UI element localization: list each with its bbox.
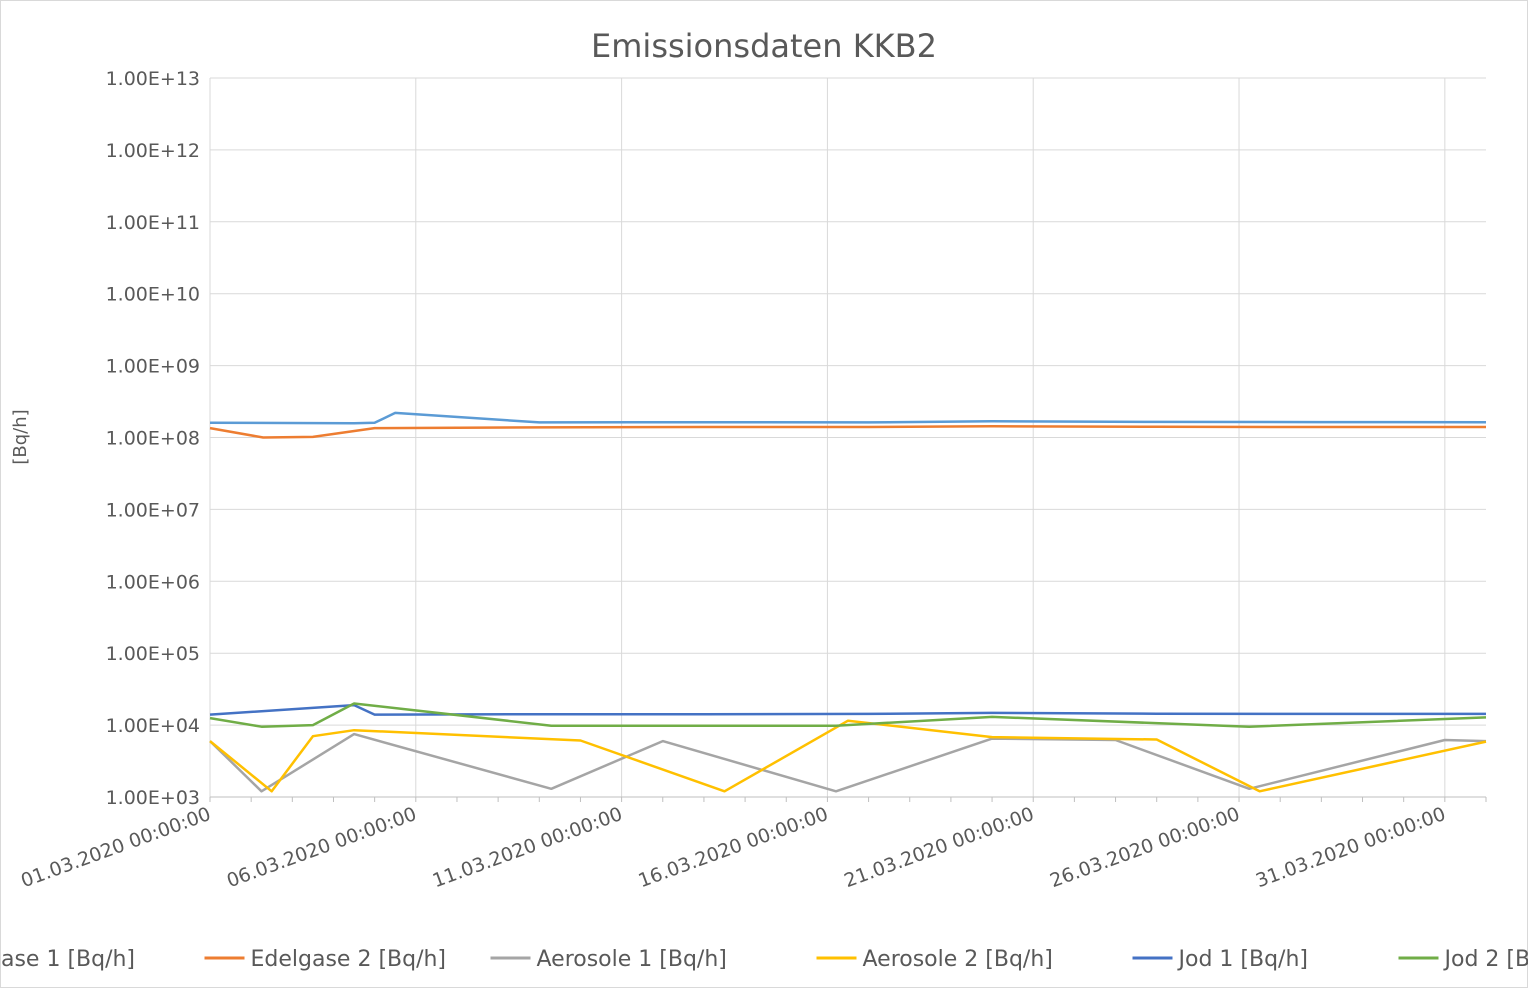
y-tick-label: 1.00E+06 bbox=[106, 571, 200, 593]
y-tick-label: 1.00E+09 bbox=[106, 356, 200, 378]
y-tick-label: 1.00E+08 bbox=[106, 428, 200, 450]
series-line-2 bbox=[209, 425, 1486, 439]
x-tick-label: 11.03.2020 00:00:00 bbox=[430, 803, 626, 892]
x-tick-label: 26.03.2020 00:00:00 bbox=[1047, 803, 1243, 892]
legend-label: Edelgase 2 [Bq/h] bbox=[251, 947, 447, 972]
series-line-6 bbox=[209, 702, 1487, 728]
y-tick-label: 1.00E+10 bbox=[106, 284, 200, 306]
legend-label: Jod 1 [Bq/h] bbox=[1177, 947, 1308, 972]
data-series bbox=[209, 411, 1487, 793]
axes bbox=[209, 78, 1487, 802]
y-tick-label: 1.00E+05 bbox=[106, 643, 200, 665]
series-line-1 bbox=[209, 411, 1487, 425]
series-line-4 bbox=[209, 719, 1487, 793]
chart-title: Emissionsdaten KKB2 bbox=[591, 27, 937, 65]
legend-label: Aerosole 2 [Bq/h] bbox=[863, 947, 1053, 972]
y-tick-label: 1.00E+04 bbox=[106, 715, 200, 737]
series-line-5 bbox=[209, 703, 1486, 716]
x-tick-label: 16.03.2020 00:00:00 bbox=[636, 803, 832, 892]
y-tick-label: 1.00E+11 bbox=[106, 212, 200, 234]
y-tick-label: 1.00E+12 bbox=[106, 140, 200, 162]
x-tick-label: 06.03.2020 00:00:00 bbox=[224, 803, 420, 892]
x-tick-labels: 01.03.2020 00:00:00 06.03.2020 00:00:00 11… bbox=[18, 803, 1448, 892]
legend-label: Aerosole 1 [Bq/h] bbox=[537, 947, 727, 972]
x-tick-label: 21.03.2020 00:00:00 bbox=[841, 803, 1037, 892]
y-axis-title: [Bq/h] bbox=[10, 409, 31, 464]
gridlines bbox=[210, 77, 1486, 797]
legend-label: Jod 2 [Bq/h] bbox=[1443, 947, 1528, 972]
legend-label: Edelgase 1 [Bq/h] bbox=[0, 947, 135, 972]
series-line-3 bbox=[209, 732, 1487, 793]
y-tick-label: 1.00E+13 bbox=[106, 68, 200, 90]
x-tick-label: 01.03.2020 00:00:00 bbox=[18, 803, 214, 892]
y-tick-label: 1.00E+07 bbox=[106, 499, 200, 521]
y-tick-labels: 1.00E+03 1.00E+04 1.00E+05 1.00E+06 1.00E+07… bbox=[106, 68, 200, 809]
x-tick-label: 31.03.2020 00:00:00 bbox=[1253, 803, 1449, 892]
y-tick-label: 1.00E+03 bbox=[106, 787, 200, 809]
legend: Edelgase 1 [Bq/h] Edelgase 2 [Bq/h] Aeroso… bbox=[0, 947, 1528, 972]
